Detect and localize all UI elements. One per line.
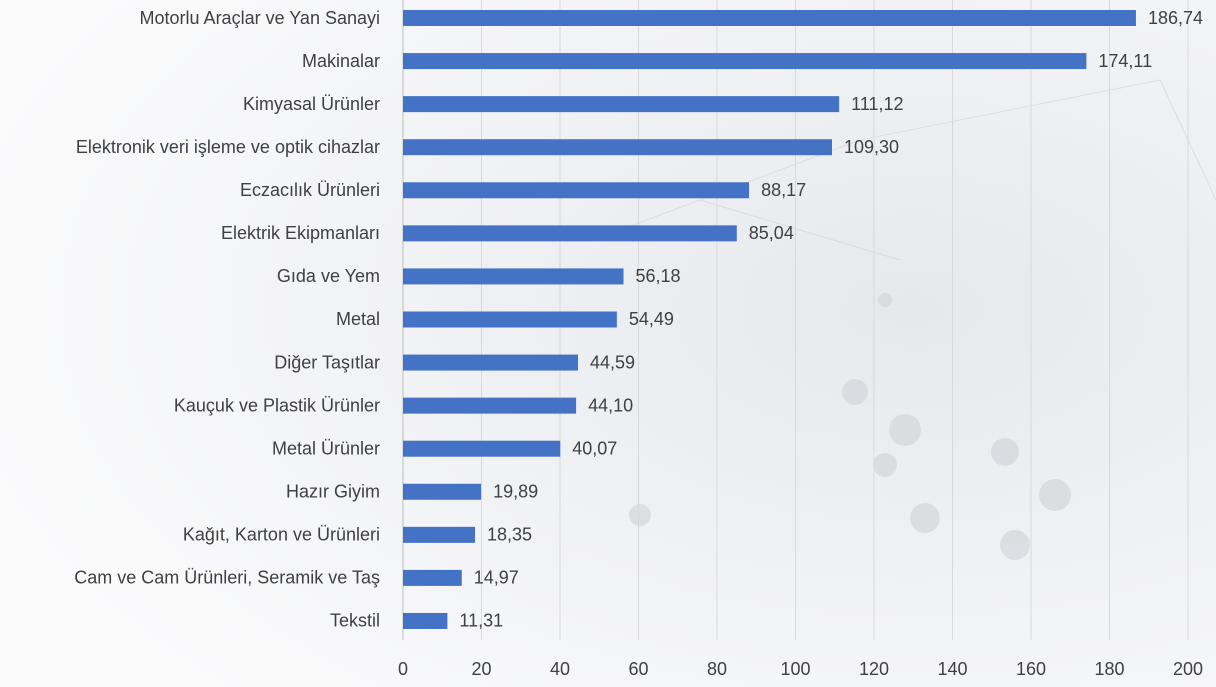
x-tick-label: 20	[471, 659, 491, 679]
value-label: 44,10	[588, 395, 633, 415]
x-tick-label: 80	[707, 659, 727, 679]
value-label: 85,04	[749, 223, 794, 243]
bar	[403, 182, 750, 199]
value-label: 88,17	[761, 180, 806, 200]
y-tick-label: Metal	[336, 309, 380, 329]
bar	[403, 440, 561, 457]
bar	[403, 96, 840, 113]
x-tick-label: 200	[1173, 659, 1203, 679]
value-label: 40,07	[572, 438, 617, 458]
y-tick-label: Kauçuk ve Plastik Ürünler	[174, 395, 380, 415]
y-tick-label: Tekstil	[330, 611, 380, 631]
y-tick-label: Elektrik Ekipmanları	[221, 223, 380, 243]
value-label: 56,18	[636, 266, 681, 286]
y-tick-label: Kimyasal Ürünler	[243, 94, 380, 114]
value-label: 14,97	[474, 568, 519, 588]
y-tick-label: Metal Ürünler	[272, 438, 380, 458]
y-tick-label: Diğer Taşıtlar	[274, 352, 380, 372]
x-tick-label: 100	[780, 659, 810, 679]
bar	[403, 526, 476, 543]
value-label: 19,89	[493, 482, 538, 502]
value-label: 44,59	[590, 352, 635, 372]
bar	[403, 354, 579, 371]
x-tick-label: 40	[550, 659, 570, 679]
x-tick-label: 160	[1016, 659, 1046, 679]
x-tick-label: 0	[398, 659, 408, 679]
y-tick-label: Gıda ve Yem	[277, 266, 380, 286]
value-label: 18,35	[487, 525, 532, 545]
background-pattern	[629, 293, 1071, 560]
y-tick-label: Elektronik veri işleme ve optik cihazlar	[76, 137, 380, 157]
bar	[403, 139, 833, 156]
bar	[403, 483, 482, 500]
value-label: 109,30	[844, 137, 899, 157]
y-tick-label: Makinalar	[302, 51, 380, 71]
value-label: 186,74	[1148, 8, 1203, 28]
bar	[403, 10, 1136, 26]
value-label: 111,12	[851, 94, 903, 114]
x-tick-label: 180	[1094, 659, 1124, 679]
bar	[403, 225, 737, 242]
value-label: 174,11	[1098, 51, 1152, 71]
y-tick-label: Eczacılık Ürünleri	[240, 180, 380, 200]
y-tick-label: Cam ve Cam Ürünleri, Seramik ve Taş	[74, 568, 380, 588]
x-tick-label: 60	[628, 659, 648, 679]
y-tick-label: Kağıt, Karton ve Ürünleri	[183, 525, 380, 545]
x-tick-label: 120	[859, 659, 889, 679]
bar	[403, 53, 1087, 70]
bar	[403, 311, 617, 328]
bar	[403, 268, 624, 285]
y-tick-label: Motorlu Araçlar ve Yan Sanayi	[140, 8, 380, 28]
value-label: 11,31	[459, 611, 503, 631]
bar	[403, 569, 462, 586]
value-label: 54,49	[629, 309, 674, 329]
bar	[403, 397, 577, 414]
x-tick-label: 140	[937, 659, 967, 679]
bar	[403, 612, 448, 629]
y-tick-label: Hazır Giyim	[286, 482, 380, 502]
